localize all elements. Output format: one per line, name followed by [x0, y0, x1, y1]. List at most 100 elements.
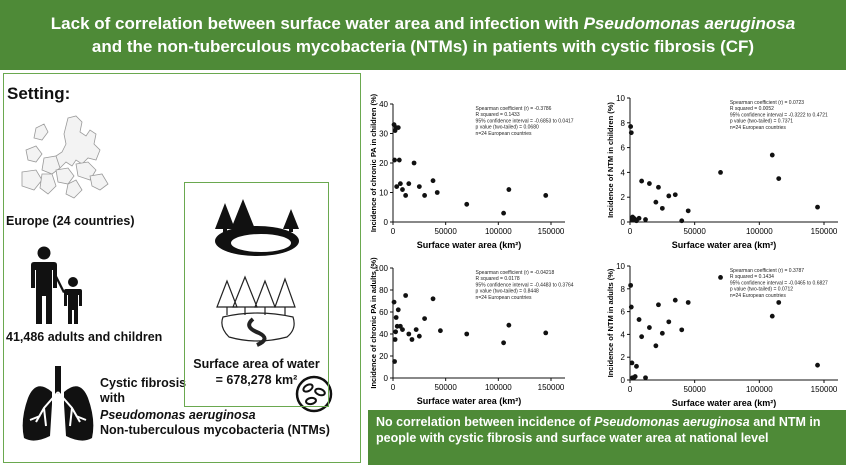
data-point [672, 297, 678, 303]
data-point [628, 124, 634, 129]
y-tick-label: 8 [621, 119, 626, 128]
y-tick-label: 0 [384, 218, 389, 227]
cf-line-1: Cystic fibrosis [100, 376, 187, 390]
data-point [406, 331, 412, 337]
surface-water-line-2: = 678,278 km² [215, 373, 298, 387]
data-point [506, 187, 512, 192]
data-point [395, 307, 401, 313]
data-point [628, 304, 634, 310]
y-tick-label: 8 [621, 285, 626, 294]
stat-line: n=24 European countries [730, 293, 787, 299]
title-banner: Lack of correlation between surface wate… [0, 0, 846, 70]
data-point [400, 187, 405, 192]
data-point [403, 193, 409, 198]
data-point [403, 293, 409, 298]
y-tick-label: 10 [616, 262, 625, 271]
data-point [666, 319, 672, 325]
y-tick-label: 0 [621, 218, 626, 227]
data-point [659, 330, 665, 336]
data-point [636, 317, 642, 322]
stat-line: n=24 European countries [730, 125, 787, 131]
lake-trees-icon [215, 199, 299, 256]
stat-line: 95% confidence interval = -0.0465 to 0.6… [730, 280, 828, 286]
data-point [438, 328, 443, 334]
data-point [769, 313, 775, 319]
data-point [394, 184, 400, 189]
data-point [422, 316, 427, 321]
stat-line: R squared = 0.0052 [730, 106, 774, 112]
adult-child-icon [31, 246, 82, 324]
data-point [653, 343, 659, 349]
data-point [656, 302, 661, 308]
stat-line: n=24 European countries [476, 131, 533, 137]
y-tick-label: 30 [379, 130, 388, 139]
setting-heading: Setting: [7, 84, 71, 103]
stat-line: R squared = 0.0178 [476, 276, 520, 282]
x-tick-label: 100000 [485, 227, 512, 236]
data-point [815, 362, 820, 368]
x-tick-label: 150000 [538, 383, 565, 392]
data-point [395, 125, 401, 130]
data-point [543, 330, 549, 336]
y-tick-label: 2 [621, 353, 626, 362]
x-tick-label: 100000 [485, 383, 512, 392]
chart-pa-children: 0 10 20 30 40 0 50000 100000 150000 Surface water… [368, 90, 588, 250]
data-point [406, 181, 412, 187]
y-tick-label: 6 [621, 144, 626, 153]
data-point [392, 359, 397, 364]
data-point [396, 157, 402, 163]
data-point [769, 152, 775, 158]
data-point [409, 337, 415, 342]
bacteria-dish-icon [295, 375, 333, 413]
data-point [501, 340, 506, 346]
y-tick-label: 4 [621, 330, 626, 339]
x-tick-label: 100000 [746, 227, 773, 236]
y-tick-label: 60 [379, 308, 388, 317]
data-point [659, 205, 665, 211]
y-axis-label: Incidence of NTM in children (%) [606, 102, 615, 218]
data-point [679, 327, 685, 333]
data-point [639, 334, 645, 340]
scatter-plot: 0 10 20 30 40 0 50000 100000 150000 Surface water… [369, 93, 574, 250]
x-tick-label: 0 [628, 385, 633, 394]
conclusion-banner: No correlation between incidence of Pseu… [368, 410, 846, 465]
x-tick-label: 150000 [538, 227, 565, 236]
data-point [718, 275, 723, 280]
data-point [464, 201, 470, 207]
data-point [391, 299, 397, 305]
scatter-plot: 0 2 4 6 8 10 0 50000 100000 150000 Surface water a… [606, 94, 838, 250]
europe-label: Europe (24 countries) [6, 214, 135, 228]
people-label: 41,486 adults and children [6, 330, 163, 344]
stat-line: 95% confidence interval = -0.4483 to 0.3… [476, 282, 574, 288]
data-point [656, 184, 661, 190]
data-point [643, 375, 648, 381]
x-tick-label: 150000 [811, 227, 838, 236]
data-point [643, 217, 648, 222]
lungs-icon [22, 366, 94, 441]
y-axis-label: Incidence of chronic PA in children (%) [369, 93, 378, 232]
x-tick-label: 0 [391, 227, 396, 236]
forest-river-icon [216, 275, 296, 347]
data-point [685, 208, 691, 214]
cf-line-2: with [100, 391, 125, 405]
data-point [416, 184, 422, 189]
cf-label: Cystic fibrosis with [100, 376, 186, 406]
data-point [629, 360, 635, 366]
pa-label: Pseudomonas aeruginosa [100, 408, 256, 422]
x-tick-label: 50000 [684, 385, 707, 394]
y-tick-label: 0 [621, 376, 626, 385]
y-tick-label: 20 [379, 159, 388, 168]
surface-water-line-1: Surface area of water [193, 357, 320, 371]
data-point [397, 181, 403, 187]
data-point [413, 327, 419, 332]
stat-line: Spearman coefficient (r) = 0.0723 [730, 100, 804, 106]
surface-water-box: Surface area of water = 678,278 km² [184, 182, 329, 407]
stat-line: Spearman coefficient (r) = -0.04218 [476, 270, 555, 276]
y-tick-label: 80 [379, 286, 388, 295]
data-point [653, 199, 659, 205]
y-tick-label: 4 [621, 168, 626, 177]
data-point [430, 178, 436, 184]
y-tick-label: 10 [616, 94, 625, 103]
ntm-label: Non-tuberculous mycobacteria (NTMs) [100, 423, 330, 437]
y-tick-label: 6 [621, 308, 626, 317]
